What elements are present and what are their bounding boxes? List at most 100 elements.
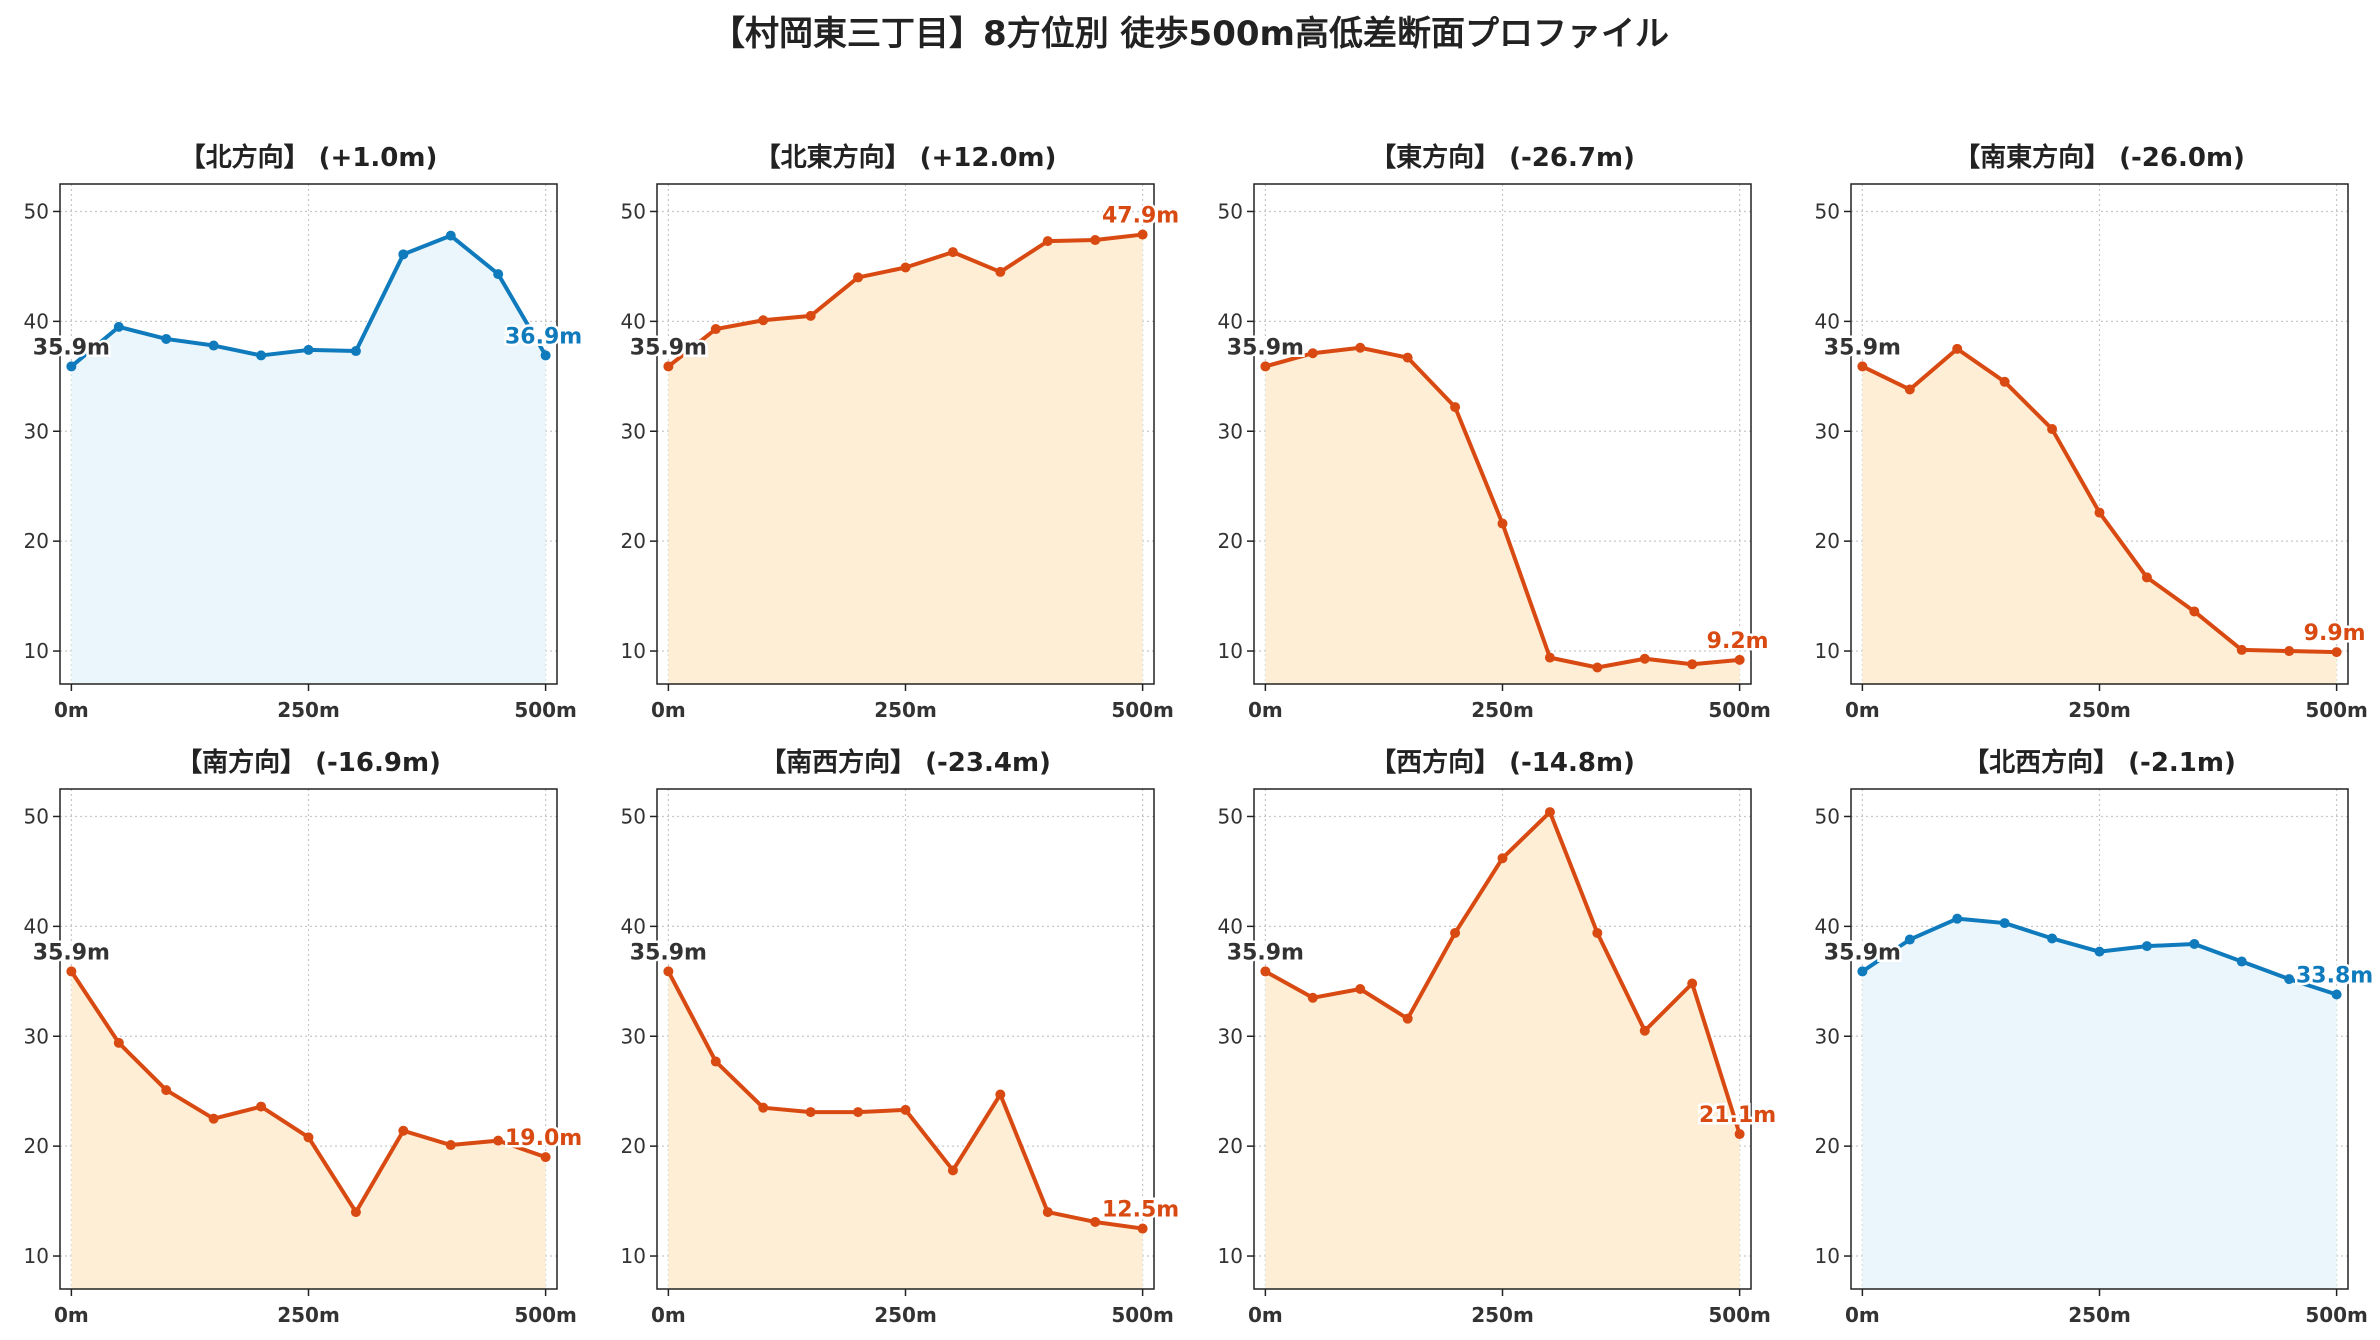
y-tick-label: 30 [1218,1024,1243,1048]
data-point [1042,236,1053,247]
data-point [1857,361,1868,372]
data-point [1450,402,1461,413]
data-point [2047,933,2058,944]
data-point [995,1089,1006,1100]
figure-title: 【村岡東三丁目】8方位別 徒歩500m高低差断面プロファイル [711,14,1669,54]
area-fill [1265,812,1740,1289]
y-tick-label: 20 [24,529,49,553]
data-point [1904,384,1915,395]
y-tick-label: 20 [1815,1134,1840,1158]
data-point [398,249,409,260]
data-point [2094,946,2105,957]
y-tick-label: 30 [621,419,646,443]
y-tick-label: 40 [621,309,646,333]
data-point [1952,913,1963,924]
area-fill [1862,918,2337,1289]
data-point [1687,978,1698,989]
data-point [1857,966,1868,977]
area-fill [668,971,1143,1289]
y-tick-label: 40 [1218,309,1243,333]
x-tick-label: 500m [2305,698,2368,722]
x-tick-label: 250m [277,698,340,722]
x-tick-label: 0m [651,698,686,722]
data-point [256,1101,267,1112]
y-tick-label: 40 [1815,914,1840,938]
data-point [1734,654,1745,665]
data-point [995,266,1006,277]
data-point [2189,938,2200,949]
end-elevation-label: 36.9m [505,324,582,349]
y-tick-label: 20 [621,529,646,553]
start-elevation-label: 35.9m [1824,940,1901,965]
data-point [256,350,267,361]
x-tick-label: 0m [1248,698,1283,722]
x-tick-label: 0m [651,1303,686,1327]
data-point [2331,989,2342,1000]
data-point [2141,941,2152,952]
start-elevation-label: 35.9m [33,335,110,360]
panel-title: 【南西方向】 (-23.4m) [760,747,1051,778]
data-point [947,1165,958,1176]
data-point [2189,606,2200,617]
data-point [1137,1223,1148,1234]
data-point [1402,352,1413,363]
data-point [445,1140,456,1151]
end-elevation-label: 19.0m [505,1126,582,1151]
y-tick-label: 40 [1815,309,1840,333]
y-tick-label: 20 [1218,1134,1243,1158]
area-fill [668,234,1143,685]
data-point [398,1125,409,1136]
data-point [2094,507,2105,518]
y-tick-label: 10 [24,1244,49,1268]
start-elevation-label: 35.9m [1227,940,1304,965]
data-point [1592,927,1603,938]
data-point [113,1037,124,1048]
data-point [540,350,551,361]
panel-title: 【北西方向】 (-2.1m) [1963,747,2236,778]
panel-title: 【北方向】 (+1.0m) [180,142,438,173]
data-point [161,1085,172,1096]
data-point [2047,424,2058,435]
data-point [1137,229,1148,240]
data-point [853,272,864,283]
data-point [1734,1129,1745,1140]
x-tick-label: 250m [874,698,937,722]
y-tick-label: 20 [24,1134,49,1158]
start-elevation-label: 35.9m [1227,335,1304,360]
y-tick-label: 10 [1218,1244,1243,1268]
y-tick-label: 10 [1815,1244,1840,1268]
y-tick-label: 30 [1815,419,1840,443]
y-tick-label: 10 [1815,639,1840,663]
y-tick-label: 50 [1218,199,1243,223]
data-point [1307,348,1318,359]
y-tick-label: 10 [24,639,49,663]
data-point [1544,807,1555,818]
data-point [303,344,314,355]
y-tick-label: 50 [1218,804,1243,828]
x-tick-label: 250m [874,1303,937,1327]
data-point [208,340,219,351]
y-tick-label: 10 [621,1244,646,1268]
data-point [2331,647,2342,658]
data-point [1904,934,1915,945]
data-point [303,1132,314,1143]
data-point [493,269,504,280]
y-tick-label: 50 [621,804,646,828]
data-point [493,1135,504,1146]
data-point [2236,956,2247,967]
data-point [350,1207,361,1218]
data-point [350,346,361,357]
panel-title: 【東方向】 (-26.7m) [1370,142,1635,173]
end-elevation-label: 33.8m [2296,963,2373,988]
data-point [1090,1216,1101,1227]
panel-title: 【南東方向】 (-26.0m) [1954,142,2245,173]
data-point [445,230,456,241]
data-point [1639,653,1650,664]
data-point [540,1152,551,1163]
x-tick-label: 0m [54,698,89,722]
